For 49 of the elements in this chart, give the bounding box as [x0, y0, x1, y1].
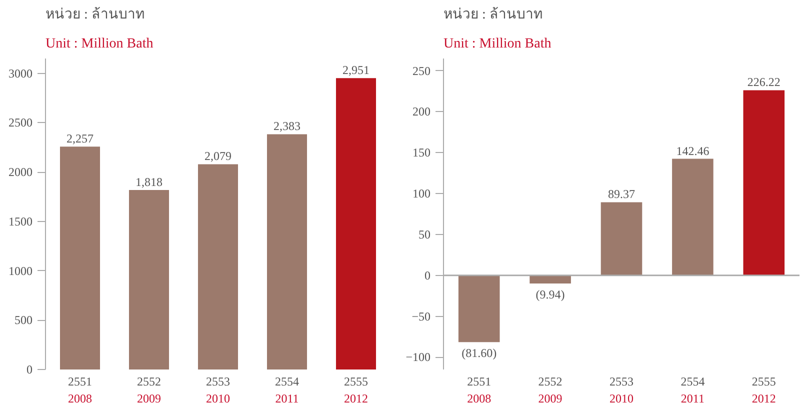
category-label: 2554 2011	[680, 374, 705, 405]
bar	[336, 78, 376, 370]
y-tick-label: 2000	[8, 165, 32, 180]
data-label: 142.46	[676, 144, 710, 158]
y-tick-label: 0	[424, 268, 430, 282]
data-label: 2,951	[342, 63, 370, 78]
chart-title: หน่วย : ล้านบาท	[444, 6, 542, 22]
y-tick-label: 1500	[8, 214, 32, 228]
y-tick-label: 100	[412, 186, 430, 201]
bar	[530, 275, 571, 284]
data-label: (9.94)	[536, 288, 565, 302]
data-label: 226.22	[747, 75, 780, 90]
data-label: 1,818	[136, 175, 162, 190]
y-tick-label: 250	[412, 64, 430, 78]
bar	[600, 202, 642, 276]
chart-subtitle: Unit : Million Bath	[444, 36, 552, 52]
bar	[743, 90, 785, 276]
y-tick-label: −100	[406, 350, 431, 364]
data-label: 2,383	[274, 119, 300, 134]
category-label: 2553 2010	[610, 374, 634, 405]
data-label: 2,079	[204, 149, 232, 164]
category-label: 2554 2011	[275, 374, 299, 405]
category-label: 2555 2012	[752, 374, 776, 405]
data-label: 89.37	[608, 187, 635, 202]
bar	[458, 275, 500, 342]
chart-title: หน่วย : ล้านบาท	[46, 6, 144, 22]
category-label: 2552 2009	[538, 374, 562, 405]
y-tick-label: −50	[412, 309, 431, 324]
category-label: 2551 2008	[68, 374, 92, 405]
bar	[60, 146, 100, 370]
y-tick-label: 3000	[8, 66, 32, 80]
y-tick-label: 50	[418, 227, 430, 242]
y-tick-label: 500	[14, 313, 32, 328]
bar	[128, 190, 170, 370]
y-tick-label: 0	[26, 362, 32, 376]
bar	[672, 158, 714, 276]
y-tick-label: 150	[412, 146, 430, 160]
data-label: (81.60)	[462, 346, 497, 360]
bar	[198, 164, 238, 370]
bar	[266, 134, 308, 370]
data-label: 2,257	[66, 132, 94, 146]
category-label: 2553 2010	[206, 374, 230, 405]
chart-subtitle: Unit : Million Bath	[46, 36, 154, 52]
category-label: 2551 2008	[467, 374, 492, 405]
y-tick-label: 1000	[8, 264, 32, 278]
y-tick-label: 2500	[8, 116, 32, 130]
category-label: 2555 2012	[344, 374, 368, 405]
y-tick-label: 200	[412, 104, 430, 119]
category-label: 2552 2009	[137, 374, 161, 405]
